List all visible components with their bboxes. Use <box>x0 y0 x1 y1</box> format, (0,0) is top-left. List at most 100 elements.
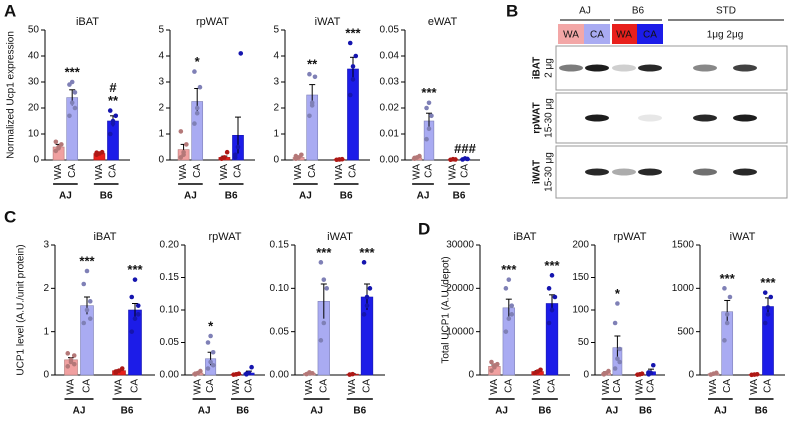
blot-lane: WA <box>563 30 579 41</box>
category-label: CA <box>108 164 119 178</box>
panel-label: B <box>506 1 518 20</box>
category-label: WA <box>219 164 230 180</box>
data-point <box>492 363 497 368</box>
y-tick-label: 0.10 <box>160 305 180 316</box>
category-label: CA <box>646 379 657 393</box>
data-point <box>72 353 77 358</box>
y-tick-label: 0 <box>33 155 39 166</box>
data-point <box>70 101 75 106</box>
data-point <box>351 77 356 82</box>
y-tick-label: 150 <box>572 272 589 283</box>
data-point <box>198 369 203 374</box>
data-point <box>249 365 254 370</box>
chart-title: iBAT <box>76 16 99 28</box>
significance: *** <box>544 258 560 273</box>
data-point <box>310 371 315 376</box>
group-label: AJ <box>417 191 430 202</box>
group-label: B6 <box>538 406 551 417</box>
category-label: CA <box>348 164 359 178</box>
chart-title: iBAT <box>513 231 536 243</box>
category-label: CA <box>130 379 141 393</box>
significance: *** <box>720 271 736 286</box>
data-point <box>120 366 125 371</box>
data-point <box>353 54 358 59</box>
category-label: CA <box>318 379 329 393</box>
data-point <box>538 368 543 373</box>
data-point <box>427 127 432 132</box>
data-point <box>113 114 118 119</box>
data-point <box>88 316 93 321</box>
chart-title: rpWAT <box>196 16 229 28</box>
data-point <box>192 69 197 74</box>
data-point <box>547 321 552 326</box>
category-label: WA <box>448 164 459 180</box>
chart-title: rpWAT <box>209 231 242 243</box>
data-point <box>417 154 422 159</box>
category-label: CA <box>362 379 373 393</box>
significance: *** <box>421 85 437 100</box>
group-label: AJ <box>184 191 197 202</box>
blot-lane: CA <box>643 30 657 41</box>
group-label: B6 <box>755 406 768 417</box>
data-point <box>412 156 417 161</box>
data-point <box>507 277 512 282</box>
data-point <box>728 295 733 300</box>
y-tick-label: 0.10 <box>270 283 290 294</box>
data-point <box>94 150 99 155</box>
data-point <box>73 90 78 95</box>
data-point <box>763 290 768 295</box>
y-tick-label: 1 <box>43 326 49 337</box>
y-tick-label: 0 <box>583 370 589 381</box>
data-point <box>307 114 312 119</box>
data-point <box>208 334 213 339</box>
data-point <box>550 308 555 313</box>
data-point <box>195 111 200 116</box>
data-point <box>651 363 656 368</box>
category-label: CA <box>307 164 318 178</box>
data-point <box>73 106 78 111</box>
data-point <box>69 358 74 363</box>
data-point <box>465 157 470 162</box>
category-label: CA <box>547 379 558 393</box>
data-point <box>225 150 230 155</box>
group-label: B6 <box>353 406 366 417</box>
bar <box>107 121 118 160</box>
data-point <box>322 277 327 282</box>
group-label: AJ <box>310 406 323 417</box>
y-tick-label: 0 <box>158 155 164 166</box>
category-label: WA <box>192 379 203 395</box>
data-point <box>244 371 249 376</box>
data-point <box>350 372 355 377</box>
category-label: WA <box>114 379 125 395</box>
y-tick-label: 20 <box>28 103 40 114</box>
data-point <box>365 303 370 308</box>
category-label: CA <box>244 379 255 393</box>
data-point <box>606 369 611 374</box>
data-point <box>602 371 607 376</box>
y-tick-label: 4 <box>158 51 164 62</box>
data-point <box>88 299 93 304</box>
chart-title: eWAT <box>428 16 458 28</box>
group-label: B6 <box>639 406 652 417</box>
data-point <box>429 114 434 119</box>
blot-row-name: iWAT <box>532 160 543 184</box>
data-point <box>108 108 113 113</box>
data-point <box>424 137 429 142</box>
data-point <box>615 301 620 306</box>
data-point <box>768 295 773 300</box>
bar <box>81 306 94 375</box>
category-label: CA <box>722 379 733 393</box>
y-tick-label: 2 <box>43 283 49 294</box>
data-point <box>81 321 86 326</box>
y-tick-label: 1 <box>273 129 279 140</box>
data-point <box>192 121 197 126</box>
y-tick-label: 0.05 <box>160 337 180 348</box>
data-point <box>81 282 86 287</box>
category-label: WA <box>601 379 612 395</box>
category-label: WA <box>304 379 315 395</box>
blot-band <box>638 115 662 122</box>
blot-band <box>693 115 717 122</box>
y-tick-label: 40 <box>28 51 40 62</box>
data-point <box>54 140 59 145</box>
